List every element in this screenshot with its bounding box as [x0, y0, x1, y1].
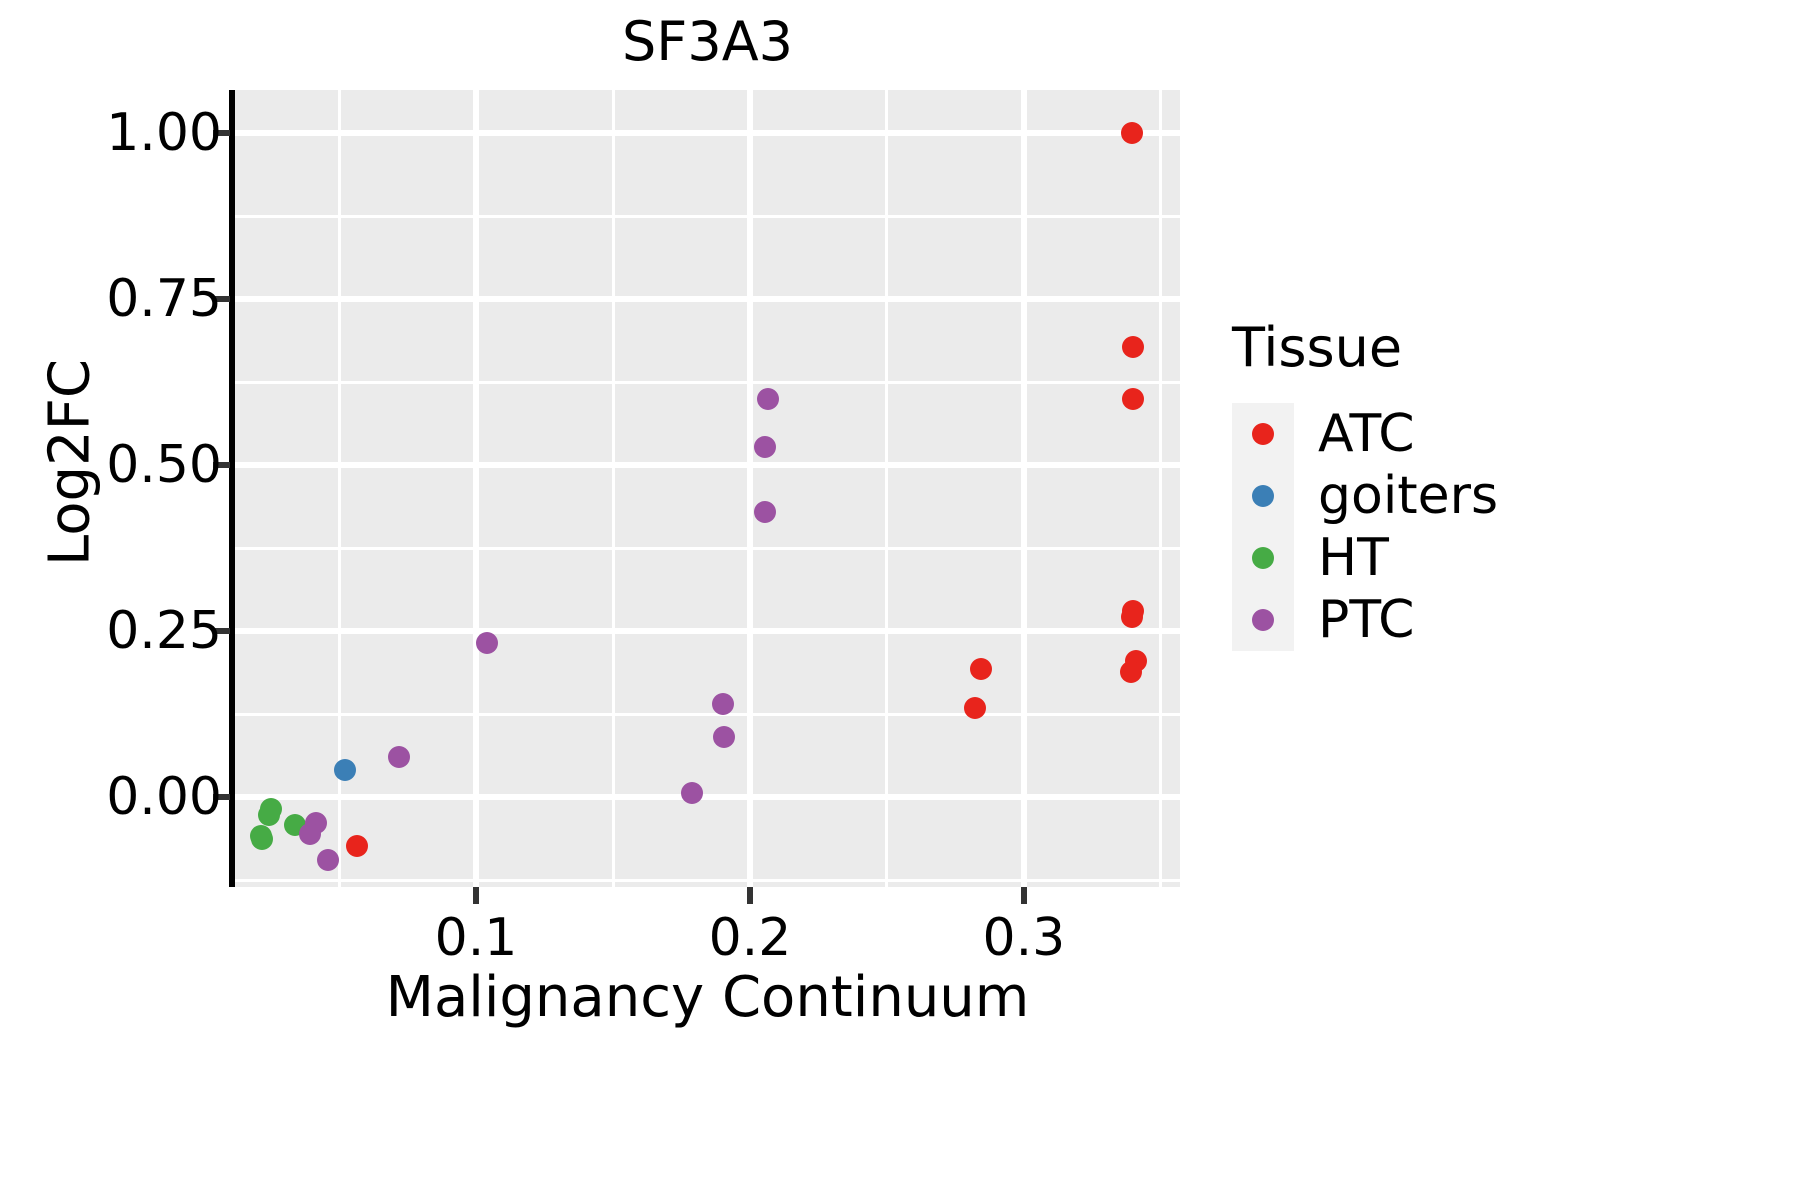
data-point-ht [251, 827, 274, 850]
data-point-ptc [754, 435, 777, 458]
legend-dot-icon [1252, 485, 1274, 507]
y-axis-tick-label: 1.00 [106, 103, 222, 164]
grid-line-major-horizontal [235, 296, 1180, 303]
legend-item-ht[interactable]: HT [1232, 527, 1652, 589]
grid-line-minor-horizontal [235, 546, 1180, 550]
data-point-ht [258, 803, 281, 826]
grid-line-minor-horizontal [235, 878, 1180, 882]
grid-line-major-vertical [746, 90, 753, 887]
y-axis-tick [213, 794, 230, 801]
grid-line-minor-vertical [611, 90, 615, 887]
x-axis-tick-label: 0.3 [982, 908, 1066, 968]
y-axis-tick-label: 0.50 [106, 435, 222, 496]
x-axis-tick [473, 887, 480, 904]
y-axis-title: Log2FC [37, 359, 103, 566]
x-axis-tick-label: 0.1 [434, 908, 518, 968]
grid-line-major-horizontal [235, 628, 1180, 635]
legend-item-label: goiters [1318, 466, 1499, 526]
legend-key-swatch [1232, 527, 1294, 589]
legend-key-swatch [1232, 465, 1294, 527]
legend-item-label: PTC [1318, 590, 1415, 650]
legend-title: Tissue [1232, 316, 1403, 379]
data-point-goiters [333, 759, 356, 782]
data-point-atc [1121, 122, 1144, 145]
grid-line-minor-vertical [337, 90, 341, 887]
legend-item-ptc[interactable]: PTC [1232, 589, 1652, 651]
y-axis-tick [213, 462, 230, 469]
x-axis-title: Malignancy Continuum [385, 965, 1030, 1030]
y-axis-tick [213, 296, 230, 303]
data-point-ptc [754, 500, 777, 523]
legend-item-atc[interactable]: ATC [1232, 403, 1652, 465]
grid-line-major-horizontal [235, 462, 1180, 469]
y-axis-tick [213, 130, 230, 137]
grid-line-major-vertical [473, 90, 480, 887]
data-point-ptc [681, 782, 704, 805]
legend-dot-icon [1252, 423, 1274, 445]
y-axis-tick [213, 628, 230, 635]
x-axis-tick-label: 0.2 [708, 908, 792, 968]
data-point-ptc [476, 632, 498, 655]
grid-line-major-horizontal [235, 130, 1180, 137]
legend-item-label: ATC [1318, 404, 1415, 464]
legend-item-label: HT [1318, 528, 1389, 588]
y-axis-tick-label: 0.75 [106, 269, 222, 330]
grid-line-minor-horizontal [235, 214, 1180, 218]
data-point-ptc [388, 745, 411, 768]
legend-item-goiters[interactable]: goiters [1232, 465, 1652, 527]
legend-dot-icon [1252, 609, 1274, 631]
grid-line-minor-horizontal [235, 712, 1180, 716]
grid-line-minor-horizontal [235, 380, 1180, 384]
page-title: SF3A3 [622, 10, 793, 73]
legend-dot-icon [1252, 547, 1274, 569]
data-point-atc [345, 834, 368, 857]
data-point-atc [1121, 605, 1144, 628]
y-axis-tick-label: 0.00 [106, 767, 222, 828]
legend-key-swatch [1232, 403, 1294, 465]
data-point-ptc [317, 848, 340, 871]
data-point-ptc [712, 725, 735, 748]
legend: Tissue ATC goiters HT PTC [1232, 315, 1652, 651]
y-axis-line [229, 90, 235, 887]
grid-line-minor-vertical [1159, 90, 1163, 887]
data-point-atc [1122, 336, 1145, 359]
legend-items: ATC goiters HT PTC [1232, 403, 1652, 651]
y-axis-tick-label: 0.25 [106, 601, 222, 662]
data-point-atc [1119, 661, 1142, 684]
grid-line-minor-vertical [885, 90, 889, 887]
data-point-ptc [756, 387, 779, 410]
x-axis-tick [1020, 887, 1027, 904]
grid-line-major-horizontal [235, 794, 1180, 801]
data-point-ptc [711, 692, 734, 715]
data-point-atc [963, 697, 986, 720]
data-point-atc [1122, 387, 1145, 410]
data-point-atc [970, 658, 993, 681]
legend-key-swatch [1232, 589, 1294, 651]
plot-panel [235, 90, 1180, 887]
grid-line-major-vertical [1020, 90, 1027, 887]
x-axis-tick [746, 887, 753, 904]
data-point-ptc [299, 822, 322, 845]
